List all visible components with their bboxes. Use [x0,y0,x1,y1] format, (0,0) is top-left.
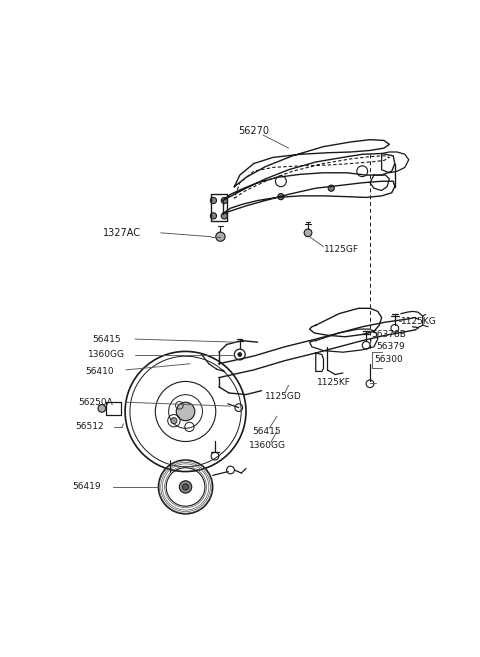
Text: 1360GG: 1360GG [249,441,286,450]
Text: 1125KG: 1125KG [401,317,437,326]
Text: 56415: 56415 [252,427,281,436]
Text: 56415: 56415 [93,334,121,344]
Text: 56419: 56419 [72,482,101,491]
Text: 56410: 56410 [85,367,113,376]
Circle shape [238,353,242,357]
Circle shape [221,197,228,204]
Text: 56378B: 56378B [372,330,407,339]
Circle shape [176,402,195,420]
Text: 1360GG: 1360GG [88,350,125,359]
Circle shape [328,185,335,191]
Circle shape [304,229,312,237]
Text: 56270: 56270 [238,126,269,136]
Text: 1125GF: 1125GF [324,245,359,254]
Text: 1125GD: 1125GD [265,392,302,401]
Text: 56300: 56300 [374,355,403,363]
Circle shape [278,194,284,200]
Circle shape [180,481,192,493]
Text: 56379: 56379 [376,342,405,351]
Text: 1327AC: 1327AC [103,228,141,238]
Circle shape [182,484,189,490]
Circle shape [210,213,216,219]
Circle shape [171,418,177,424]
Circle shape [210,197,216,204]
Circle shape [98,405,106,412]
Circle shape [216,232,225,241]
Text: 56250A: 56250A [79,397,113,407]
Circle shape [221,213,228,219]
Text: 56512: 56512 [75,422,104,432]
Text: 1125KF: 1125KF [317,378,351,388]
